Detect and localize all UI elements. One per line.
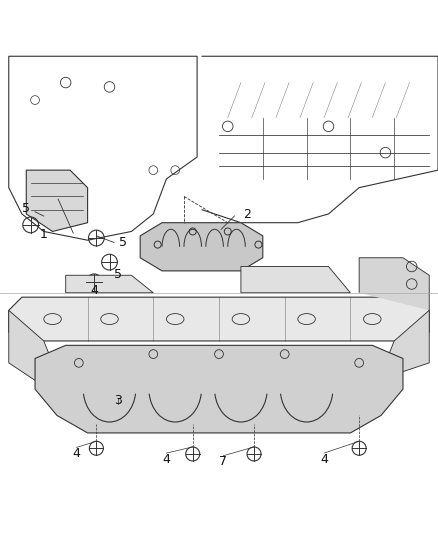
Polygon shape	[359, 258, 429, 310]
Polygon shape	[140, 223, 263, 271]
Text: 4: 4	[73, 447, 81, 460]
Text: 5: 5	[114, 268, 122, 281]
Text: 1: 1	[40, 228, 48, 240]
Text: 4: 4	[162, 453, 170, 466]
Polygon shape	[241, 266, 350, 293]
Polygon shape	[385, 310, 429, 372]
Text: 3: 3	[114, 393, 122, 407]
Text: 5: 5	[119, 236, 127, 249]
Polygon shape	[9, 297, 429, 341]
Polygon shape	[9, 310, 53, 381]
Text: 5: 5	[22, 202, 30, 215]
Polygon shape	[26, 170, 88, 231]
Text: 4: 4	[320, 453, 328, 466]
Text: 2: 2	[244, 208, 251, 221]
Polygon shape	[66, 275, 153, 293]
Polygon shape	[35, 345, 403, 433]
Text: 4: 4	[90, 284, 98, 297]
Text: 7: 7	[219, 455, 227, 468]
